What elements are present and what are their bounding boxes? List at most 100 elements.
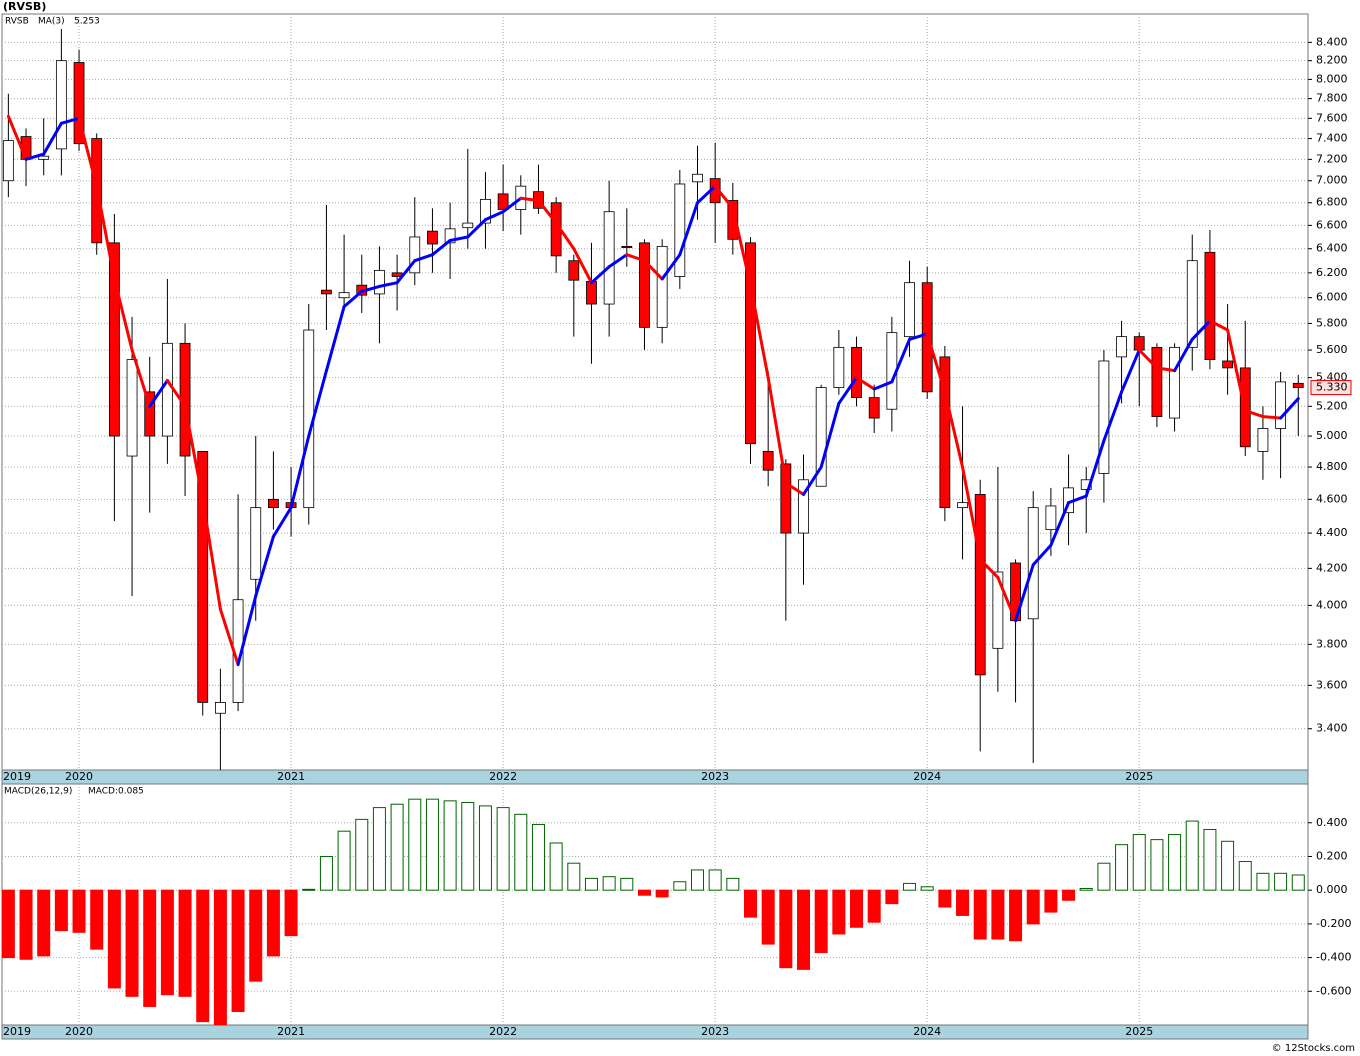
y-tick-label: 8.400 [1316, 35, 1348, 48]
ma-segment [519, 196, 540, 202]
macd-bar [867, 889, 881, 923]
ma-segment [536, 198, 558, 225]
macd-bar [567, 862, 581, 891]
macd-bar [779, 889, 793, 969]
y-tick-label: 8.200 [1316, 54, 1348, 67]
ma-name: MA(3) [38, 17, 65, 27]
candle-body [957, 502, 968, 509]
y-tick-label: 5.200 [1316, 399, 1348, 412]
candle-body [1204, 251, 1216, 361]
ma-segment [395, 259, 417, 285]
candle-body [1045, 505, 1057, 531]
ma-segment [695, 184, 717, 205]
candle-body [780, 463, 792, 534]
ma-segment [890, 337, 912, 384]
ma-segment [24, 152, 46, 161]
candle-body [727, 200, 739, 240]
page-title: (RVSB) [3, 0, 46, 13]
macd-bar [991, 889, 1005, 940]
y-tick-label: 5.000 [1316, 429, 1348, 442]
y-tick-label: 7.000 [1316, 174, 1348, 187]
ma-segment [554, 221, 576, 251]
ma-segment [1243, 409, 1265, 419]
candle-body [161, 342, 173, 437]
ma-segment [218, 607, 240, 667]
candle-body [851, 346, 862, 398]
y-tick-label: 7.600 [1316, 111, 1348, 124]
ma-segment [324, 305, 346, 373]
ma-segment [678, 201, 699, 257]
macd-bar [72, 889, 86, 933]
ma-segment [766, 376, 788, 485]
macd-bar [478, 805, 492, 891]
ma-segment [59, 116, 81, 125]
ma-segment [1049, 501, 1071, 547]
macd-bar [125, 889, 139, 997]
ma-segment [660, 253, 682, 281]
ma-segment [95, 184, 116, 281]
macd-bar [956, 889, 970, 916]
macd-bar [390, 803, 404, 891]
ma-segment [360, 284, 381, 293]
x-tick-label: 2020 [65, 770, 93, 783]
ma-segment [731, 206, 753, 287]
macd-bar [903, 882, 917, 891]
candle-body [939, 356, 951, 509]
y-tick-label: 7.200 [1316, 152, 1348, 165]
macd-bar [744, 889, 758, 918]
candle-body [815, 387, 827, 487]
macd-bar [107, 889, 121, 989]
x-tick-label: 2019 [3, 1025, 31, 1038]
y-tick-label: 4.400 [1316, 526, 1348, 539]
macd-bar [19, 889, 33, 960]
macd-bar [461, 802, 475, 891]
x-tick-label: 2024 [913, 770, 941, 783]
ma-segment [925, 332, 947, 394]
candle-body [215, 702, 226, 714]
candle-body [904, 282, 915, 338]
y-tick-label: 6.400 [1316, 242, 1348, 255]
ma-segment [642, 259, 664, 281]
ma-segment [819, 401, 841, 469]
candle-body [1098, 360, 1110, 474]
x-tick-label: 2022 [489, 770, 517, 783]
x-tick-label: 2021 [277, 1025, 305, 1038]
y-tick-label: 6.000 [1316, 291, 1348, 304]
macd-bar [549, 842, 563, 891]
macd-bar [1238, 861, 1252, 891]
x-tick-label: 2022 [489, 1025, 517, 1038]
x-tick-label: 2025 [1125, 1025, 1153, 1038]
candle-body [1275, 381, 1287, 429]
ma-segment [271, 506, 293, 539]
ma-segment [112, 277, 134, 352]
macd-bar [1168, 834, 1182, 891]
candle-body [268, 498, 279, 509]
ma-segment [1120, 348, 1141, 394]
macd-bar [443, 800, 457, 891]
ma-segment [1173, 337, 1194, 373]
ma-segment [377, 281, 399, 288]
candle-body [497, 193, 509, 210]
x-tick-label: 2021 [277, 770, 305, 783]
candle-body [108, 242, 120, 437]
x-tick-label: 2025 [1125, 770, 1153, 783]
last-price-box [1310, 380, 1352, 396]
macd-bar [1132, 834, 1146, 891]
macd-bar [938, 889, 952, 908]
y-tick-label: 4.000 [1316, 598, 1348, 611]
macd-bar [690, 869, 704, 891]
macd-bar [178, 889, 192, 997]
ma-segment [625, 253, 646, 263]
ma-segment [183, 404, 205, 501]
ma-segment [165, 378, 187, 408]
candle-body [1257, 428, 1269, 452]
macd-bar [1044, 889, 1058, 913]
macd-bar [1256, 872, 1270, 891]
ma-segment [1102, 390, 1124, 443]
macd-bar [761, 889, 775, 945]
macd-bar [143, 889, 157, 1007]
macd-bar [850, 889, 864, 928]
candle-body [1186, 260, 1198, 348]
ma-segment [749, 283, 770, 380]
macd-bar [673, 881, 687, 891]
